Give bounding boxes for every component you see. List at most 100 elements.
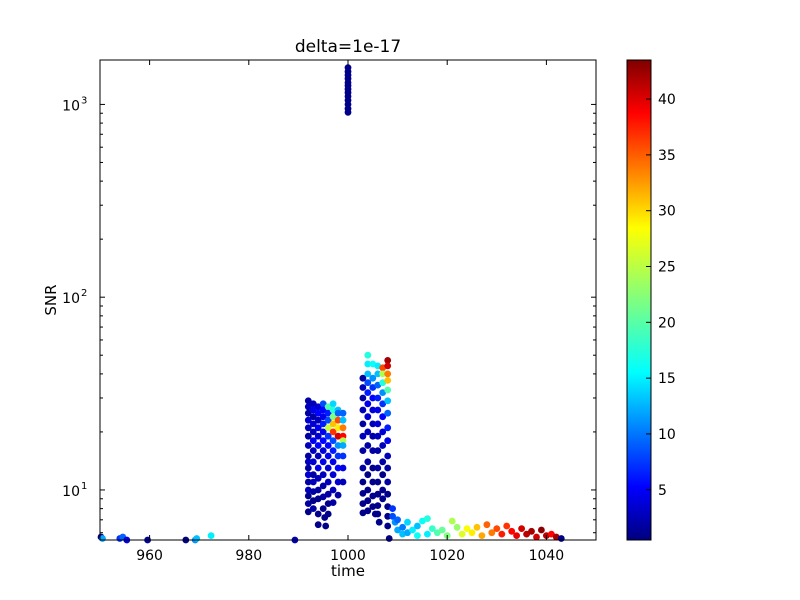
data-point [322,522,330,530]
data-point [319,447,327,454]
data-point [379,442,387,449]
data-point [334,452,342,460]
data-point [369,447,377,454]
data-point [339,424,347,432]
data-point [344,108,352,116]
data-point [324,416,332,424]
colorbar-tick-label: 40 [658,92,676,108]
data-point [304,452,312,460]
data-point [468,529,476,537]
data-point [379,428,387,436]
data-point [384,512,392,520]
data-point [304,416,312,424]
data-point [399,523,406,531]
data-point [334,416,342,424]
data-point [538,526,545,534]
data-point [314,521,322,529]
data-point [448,517,456,525]
data-point [379,458,387,466]
data-point [309,505,317,512]
x-tick-label: 960 [136,548,163,564]
data-point [319,406,327,414]
data-point [384,370,392,378]
data-point [314,452,322,460]
data-point [319,437,327,445]
data-point [304,424,312,432]
data-point [533,533,540,541]
data-point [384,478,392,486]
y-tick-exponent: 2 [81,288,87,299]
data-point [364,497,372,505]
data-point [339,437,347,445]
data-point [359,420,367,428]
data-point [374,478,382,486]
data-point [359,384,367,391]
data-point [389,505,396,512]
data-point [374,406,382,414]
data-point [304,403,312,411]
data-point [374,490,382,498]
data-point [379,370,387,378]
data-point [319,493,327,501]
data-point [394,516,401,524]
data-point [319,482,327,490]
data-point [309,406,317,414]
data-point [379,400,387,408]
data-point [314,486,322,494]
data-point [329,471,337,479]
data-point [329,447,337,454]
data-point [304,471,312,479]
data-point [319,471,327,479]
data-point [385,535,393,542]
data-point [334,442,342,449]
data-point [557,535,565,542]
data-point [374,510,382,518]
data-point [483,521,491,529]
data-point [334,424,342,432]
data-point [304,508,312,516]
data-point [414,522,421,530]
data-point [428,525,436,532]
y-tick-label: 10 [62,291,80,307]
data-point [379,471,387,479]
data-point [384,362,392,370]
data-point [364,442,372,449]
data-point [309,400,317,408]
data-point [379,486,387,494]
data-point [369,406,377,414]
data-point [324,478,332,486]
data-point [319,505,327,512]
data-point [314,442,322,449]
data-point [364,471,372,479]
data-point [339,442,347,449]
data-point [384,397,392,405]
data-point [324,510,332,518]
data-point [314,464,322,472]
data-point [319,458,327,466]
data-point [364,413,372,421]
data-point [304,458,312,466]
data-point [309,458,317,466]
data-point [364,379,372,387]
data-point [329,413,337,421]
data-point [314,474,322,482]
data-point [414,532,421,539]
data-point [503,522,511,530]
plot-frame [99,59,597,541]
colorbar-ticks: 5 10 15 20 25 30 35 40 [646,92,676,499]
data-point [324,403,332,411]
data-point [339,478,347,486]
data-point [438,526,446,534]
data-point [359,478,367,486]
data-point [359,406,367,414]
data-point [478,532,486,539]
data-point [508,527,516,535]
data-point [384,452,392,460]
data-point [329,499,337,506]
data-point [329,458,337,466]
data-point [314,424,322,432]
x-tick-label: 980 [235,548,262,564]
colorbar-tick-label: 15 [658,371,676,387]
x-tick-label: 1040 [529,548,565,564]
